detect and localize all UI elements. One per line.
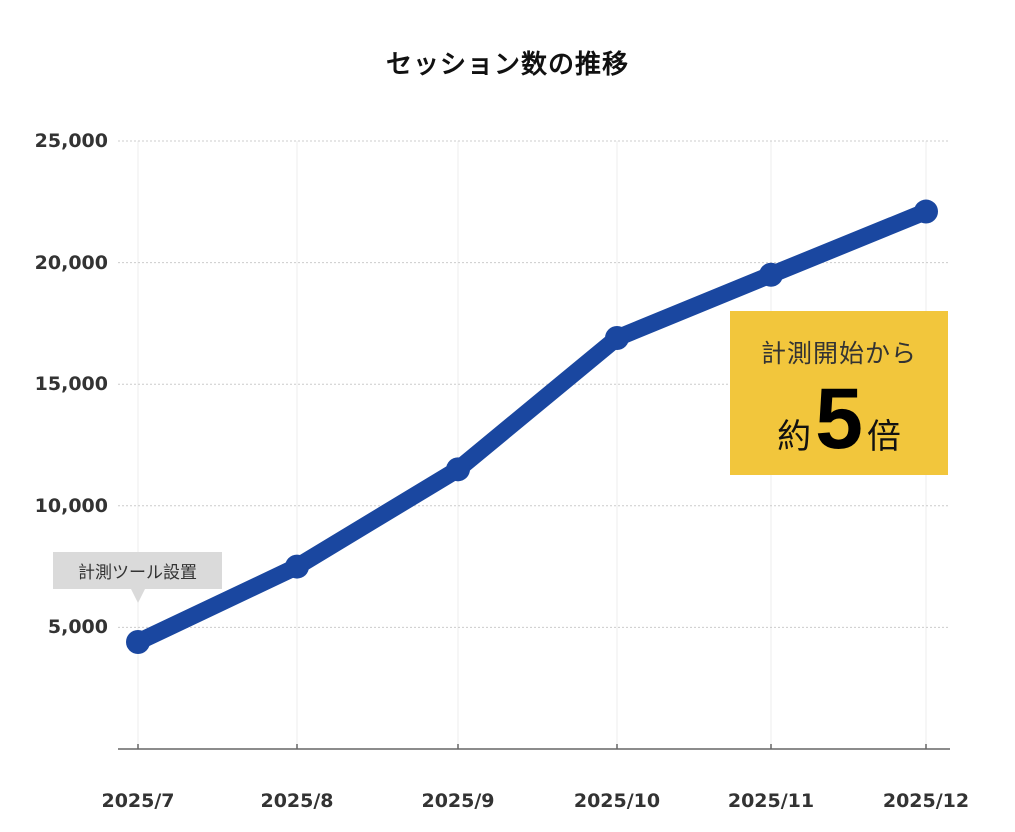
badge-suffix: 倍 <box>866 417 901 457</box>
x-tick-label: 2025/11 <box>727 790 815 812</box>
x-tick-label: 2025/7 <box>101 790 175 812</box>
x-tick-label: 2025/9 <box>421 790 495 812</box>
callout-label: 計測ツール設置 <box>78 563 197 583</box>
data-point <box>914 199 938 224</box>
badge-prefix: 約 <box>777 417 812 457</box>
data-point <box>126 629 150 654</box>
y-tick-label: 5,000 <box>47 616 108 639</box>
data-point <box>759 262 783 287</box>
data-point <box>605 325 629 350</box>
y-tick-label: 15,000 <box>34 373 108 396</box>
badge-value: 約 5 倍 <box>730 374 948 464</box>
data-point <box>446 457 470 482</box>
y-tick-label: 20,000 <box>34 251 108 274</box>
data-series <box>126 199 938 654</box>
x-axis <box>118 744 950 750</box>
annotation-callout: 計測ツール設置 <box>53 552 222 603</box>
chart-title: セッション数の推移 <box>385 50 629 80</box>
y-tick-label: 25,000 <box>34 130 108 152</box>
x-tick-label: 2025/10 <box>573 790 661 812</box>
badge-caption: 計測開始から <box>760 339 917 368</box>
x-tick-label: 2025/8 <box>260 790 334 812</box>
y-tick-label: 10,000 <box>34 494 108 517</box>
data-point <box>285 554 309 579</box>
highlight-badge: 計測開始から 約 5 倍 <box>730 311 948 475</box>
x-tick-label: 2025/12 <box>882 790 970 812</box>
badge-number: 5 <box>815 371 863 467</box>
